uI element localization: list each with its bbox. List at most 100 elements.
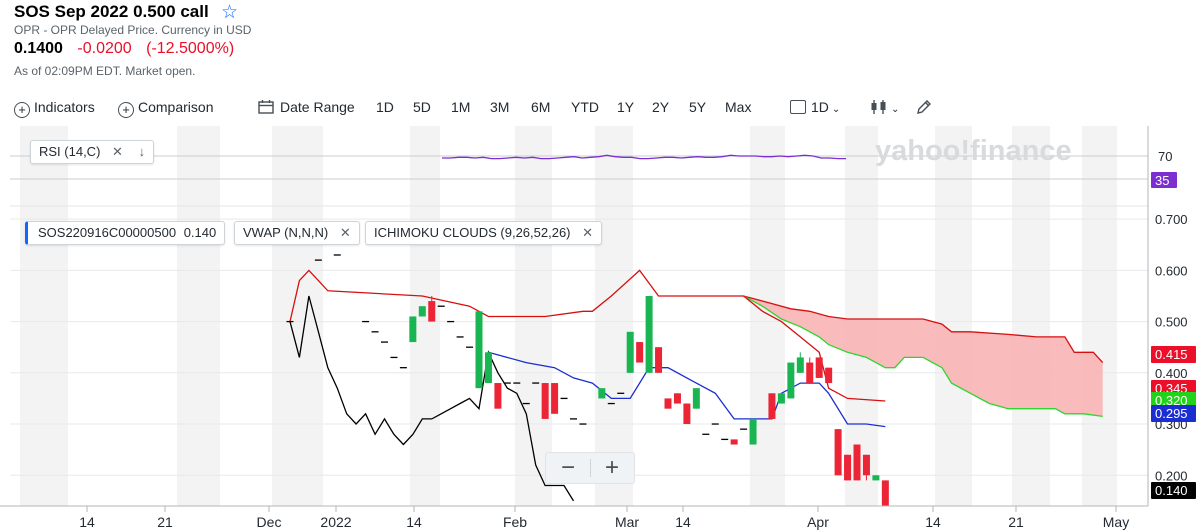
rsi-line — [442, 154, 846, 160]
range-2y[interactable]: 2Y — [652, 99, 670, 115]
candle-body — [862, 454, 870, 476]
x-tick-label: Dec — [257, 514, 282, 530]
range-5d[interactable]: 5D — [413, 99, 431, 115]
x-tick-label: 21 — [157, 514, 173, 530]
candle-body — [645, 295, 653, 373]
interval-label: 1D — [811, 99, 829, 115]
candle-body — [692, 388, 700, 409]
indicators-label: Indicators — [34, 99, 95, 115]
y-tick-label: 0.600 — [1155, 263, 1188, 278]
period-band — [177, 126, 220, 506]
period-band — [1082, 126, 1117, 506]
star-icon[interactable]: ☆ — [221, 2, 239, 23]
candle-body — [626, 331, 634, 373]
candle-body — [551, 383, 559, 414]
as-of-text: As of 02:09PM EDT. Market open. — [14, 64, 196, 78]
candle-body — [844, 454, 852, 481]
date-range-label: Date Range — [280, 99, 355, 115]
plus-circle-icon: + — [14, 102, 30, 118]
date-range-button[interactable]: Date Range — [258, 99, 355, 115]
zoom-out-button[interactable]: − — [560, 454, 575, 481]
candle-body — [541, 383, 549, 419]
range-6m[interactable]: 6M — [531, 99, 551, 115]
chart-type-select[interactable]: ⌄ — [870, 99, 899, 115]
rsi-label: RSI (14,C) — [39, 144, 101, 159]
ichimoku-cloud — [743, 296, 1103, 417]
ichimoku-lagging-line — [289, 295, 575, 502]
rsi-legend: RSI (14,C) ✕ ↓ — [30, 140, 155, 164]
range-ytd[interactable]: YTD — [571, 99, 599, 115]
candle-body — [796, 357, 804, 373]
quote-source: OPR - OPR Delayed Price. Currency in USD — [14, 23, 252, 37]
calendar-icon — [258, 100, 274, 114]
candle-body — [872, 475, 880, 481]
close-icon[interactable]: ✕ — [112, 144, 123, 159]
price-change: -0.0200 — [77, 40, 132, 57]
candle-body — [834, 429, 842, 476]
interval-select[interactable]: 1D ⌄ — [790, 99, 840, 115]
candle-body — [683, 403, 691, 425]
range-1m[interactable]: 1M — [451, 99, 471, 115]
price-badge-label: 0.415 — [1155, 347, 1188, 362]
candle-body — [655, 347, 663, 373]
plus-circle-icon: + — [118, 102, 134, 118]
x-tick-label: Feb — [503, 514, 527, 530]
candle-body — [730, 439, 738, 445]
vwap-line — [488, 351, 886, 428]
arrow-down-icon[interactable]: ↓ — [138, 144, 146, 159]
candle-body — [428, 301, 436, 322]
y-tick-label: 0.500 — [1155, 315, 1188, 330]
candle-body — [484, 352, 492, 384]
zoom-divider — [590, 459, 591, 477]
candle-body — [494, 383, 502, 409]
candle-body — [749, 418, 757, 445]
candle-body — [636, 342, 644, 363]
period-band — [1012, 126, 1050, 506]
x-tick-label: Mar — [615, 514, 639, 530]
x-tick-label: 14 — [925, 514, 941, 530]
range-5y[interactable]: 5Y — [689, 99, 707, 115]
comparison-button[interactable]: + Comparison — [118, 99, 213, 118]
interval-icon — [790, 100, 806, 114]
candle-body — [673, 393, 681, 404]
rsi-level-label: 70 — [1158, 149, 1172, 164]
x-tick-label: 2022 — [320, 514, 351, 530]
price-badge — [1151, 346, 1196, 363]
y-tick-label: 0.700 — [1155, 212, 1188, 227]
close-icon[interactable]: ✕ — [582, 225, 594, 240]
candle-body — [806, 362, 814, 384]
zoom-in-button[interactable]: + — [604, 454, 619, 481]
close-icon[interactable]: ✕ — [339, 225, 351, 240]
candle-body — [787, 362, 795, 399]
price-chart[interactable]: 70 35 yahoo!finance 0.700 0.600 0.500 0.400 0.3… — [0, 126, 1200, 532]
ichimoku-legend: ICHIMOKU CLOUDS (9,26,52,26) ✕ — [365, 221, 603, 245]
candle-body — [664, 398, 672, 409]
range-1d[interactable]: 1D — [376, 99, 394, 115]
price-badge — [1151, 392, 1196, 409]
period-band — [935, 126, 972, 506]
range-max[interactable]: Max — [725, 99, 752, 115]
candle-body — [409, 316, 417, 343]
price-change-pct: (-12.5000%) — [146, 40, 235, 57]
period-band — [272, 126, 323, 506]
rsi-badge-label: 35 — [1155, 173, 1169, 188]
draw-button[interactable] — [916, 99, 932, 115]
price-badge — [1151, 482, 1196, 499]
range-1y[interactable]: 1Y — [617, 99, 635, 115]
y-tick-label: 0.200 — [1155, 468, 1188, 483]
x-tick-label: 14 — [406, 514, 422, 530]
period-band — [845, 126, 878, 506]
rsi-badge — [1151, 172, 1177, 188]
period-band — [20, 126, 68, 506]
indicators-button[interactable]: + Indicators — [14, 99, 95, 118]
chevron-down-icon: ⌄ — [891, 104, 900, 115]
range-3m[interactable]: 3M — [490, 99, 510, 115]
vwap-label: VWAP (N,N,N) — [243, 225, 329, 240]
yahoo-finance-watermark: yahoo!finance — [875, 135, 1072, 167]
period-band — [595, 126, 633, 506]
x-tick-label: Apr — [807, 514, 829, 530]
candle-body — [418, 306, 426, 317]
pencil-icon — [917, 100, 931, 114]
candle-body — [881, 480, 889, 506]
x-tick-label: 14 — [675, 514, 691, 530]
